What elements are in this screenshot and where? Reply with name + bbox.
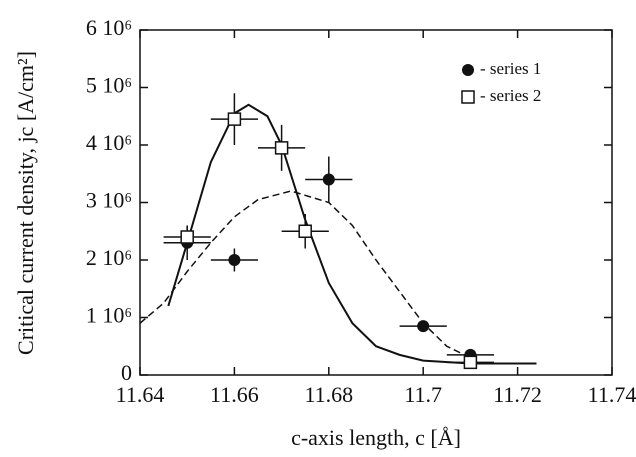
- legend-marker: [461, 90, 475, 104]
- y-tick-label: 2 10⁶: [86, 245, 132, 270]
- marker: [180, 230, 194, 244]
- y-tick-label: 3 10⁶: [86, 188, 132, 213]
- y-tick-label: 6 10⁶: [86, 15, 132, 40]
- marker: [322, 173, 335, 186]
- fit-curve: [139, 190, 471, 359]
- marker: [298, 224, 312, 238]
- y-tick-label: 0: [121, 360, 132, 385]
- x-tick-label: 11.74: [588, 382, 636, 407]
- marker: [227, 112, 242, 126]
- x-tick-label: 11.72: [493, 382, 542, 407]
- x-axis-label: c-axis length, c [Å]: [291, 425, 461, 450]
- legend-label: - series 2: [480, 86, 541, 105]
- marker: [274, 141, 289, 155]
- x-tick-label: 11.64: [116, 382, 165, 407]
- marker: [463, 355, 478, 370]
- y-tick-label: 1 10⁶: [86, 303, 132, 328]
- y-tick-label: 4 10⁶: [86, 130, 132, 155]
- marker: [417, 320, 430, 333]
- x-tick-label: 11.7: [404, 382, 442, 407]
- y-axis-label: Critical current density, jc [A/cm²]: [13, 51, 38, 355]
- marker: [228, 254, 241, 266]
- legend-marker: [462, 64, 474, 76]
- x-tick-label: 11.68: [304, 382, 353, 407]
- plot-frame: [139, 29, 613, 376]
- y-tick-label: 5 10⁶: [86, 73, 132, 98]
- fit-curve: [167, 103, 537, 365]
- legend-label: - series 1: [480, 59, 541, 78]
- x-tick-label: 11.66: [210, 382, 259, 407]
